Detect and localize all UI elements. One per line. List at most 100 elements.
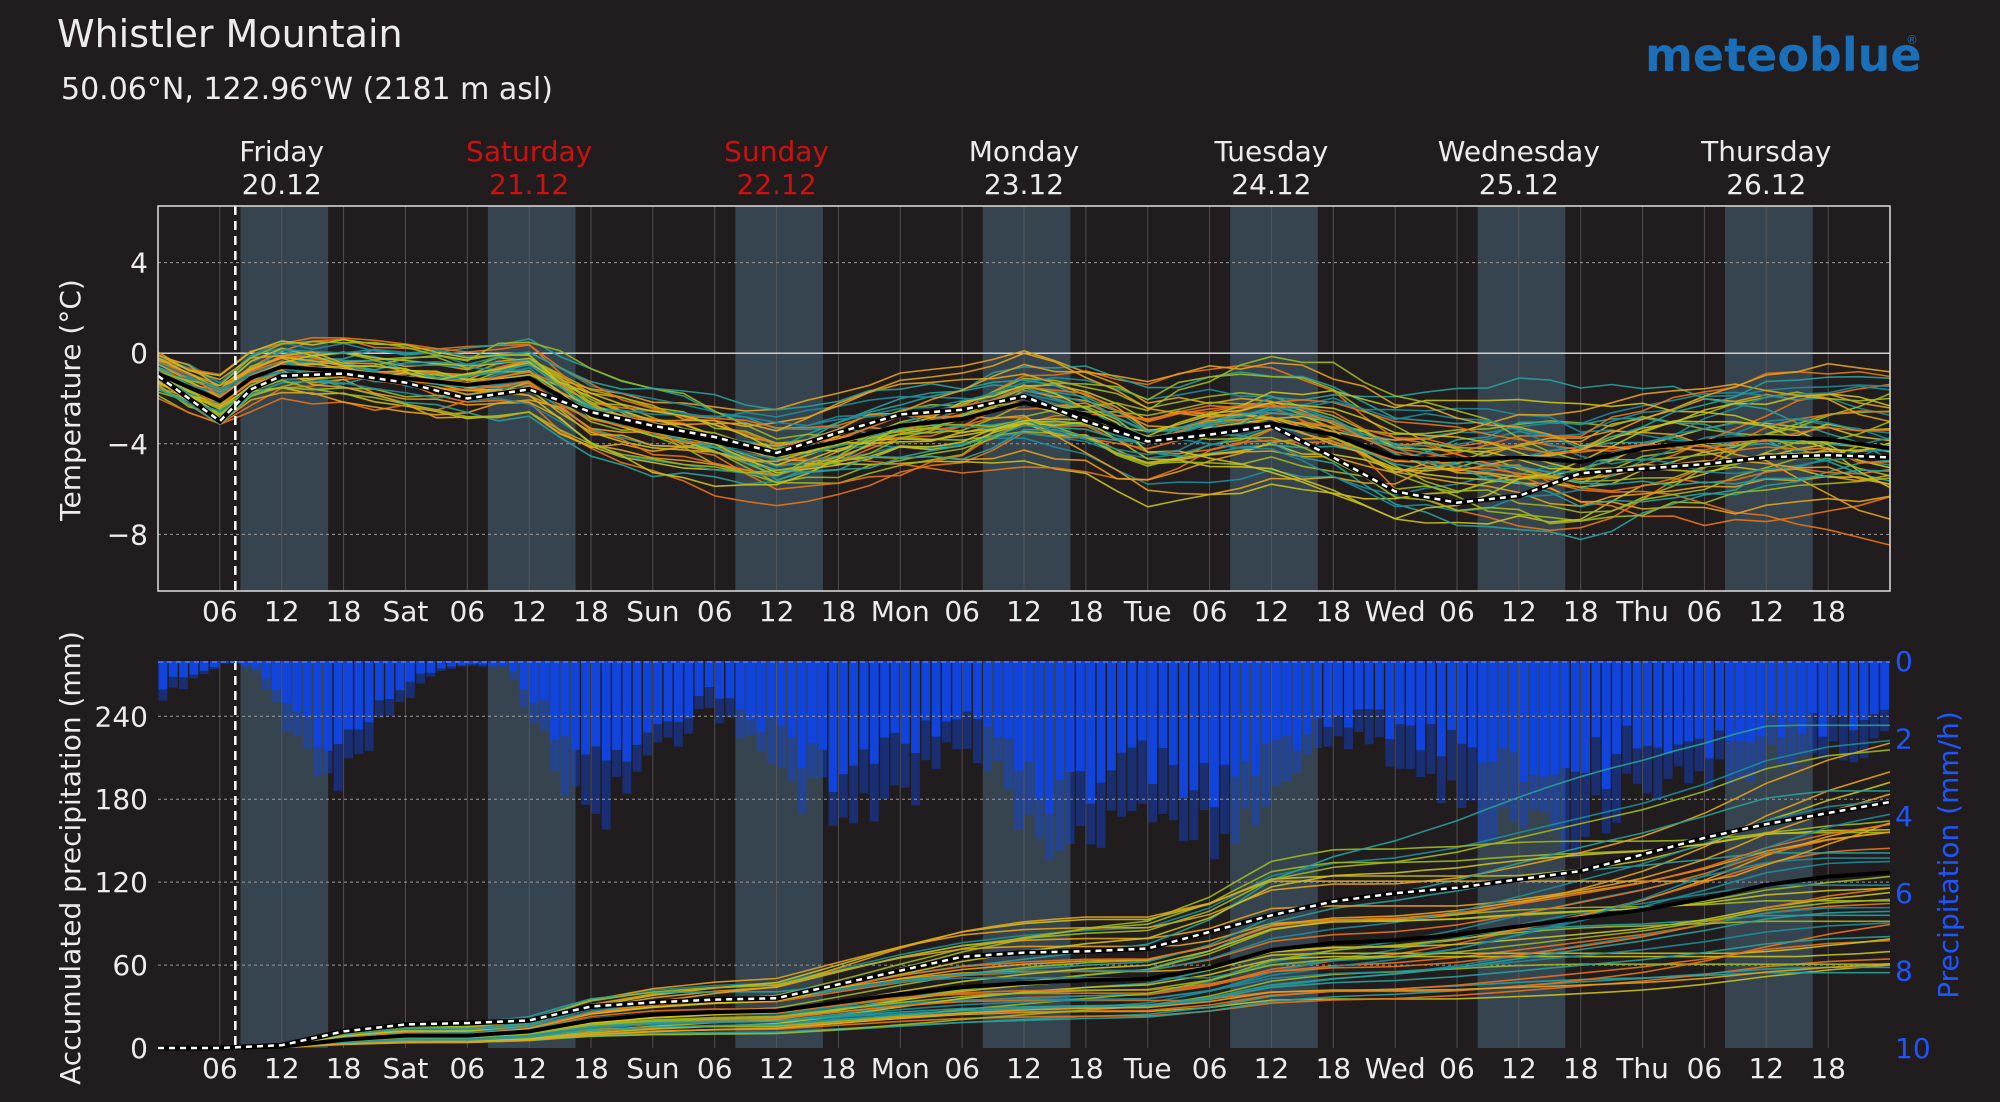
x-tick-label: 18 [1563,1052,1599,1085]
precip-bar [1117,661,1127,753]
precip-bar [1436,661,1446,757]
precip-bar [1777,661,1786,738]
precip-bar [828,661,838,792]
precip-bar [1725,661,1735,742]
precip-bar [302,661,312,718]
precip-bar [911,661,920,754]
precip-bar [1003,661,1013,739]
precip-bar [1663,661,1673,754]
day-name: Wednesday [1438,135,1600,168]
precip-bar [942,661,951,722]
precip-bar [797,661,807,769]
x-tick-label: Wed [1365,1052,1426,1085]
temperature-member-line [157,372,1891,464]
temperature-y-axis-label: Temperature (°C) [54,279,87,522]
precip-bar [1674,661,1683,745]
precip-bar [519,661,529,690]
temperature-tick-label: 0 [130,337,148,370]
precip-bar [488,661,498,666]
x-tick-label: 18 [1563,595,1599,628]
temperature-member-line [157,355,1891,489]
precip-bar [560,661,570,737]
precip-bar [1766,661,1776,714]
x-tick-label: 06 [1687,595,1723,628]
x-tick-label: 12 [511,595,547,628]
x-tick-label: 06 [944,1052,980,1085]
temperature-member-line [157,362,1891,475]
day-date: 24.12 [1231,168,1311,201]
precip-bar [1354,661,1364,710]
x-tick-label: 06 [449,595,485,628]
precip-bar [983,661,993,727]
x-tick-label: 12 [264,595,300,628]
temperature-member-line [157,362,1891,487]
temperature-tick-label: −4 [107,428,148,461]
precip-bar [509,661,518,673]
precip-bar [591,661,601,747]
precip-bar [601,661,611,761]
temperature-plot-frame [157,205,1891,592]
precip-bar [1828,661,1838,715]
precip-bar [210,661,219,668]
precip-bar [1478,661,1487,763]
precip-bar [694,661,704,697]
x-tick-label: 18 [821,595,857,628]
x-tick-label: 18 [1810,595,1846,628]
precipitation-y-ticks: 0 60 120 180 240 [95,700,148,1065]
rate-tick-label: 4 [1895,800,1913,833]
precipitation-tick-label: 0 [130,1032,148,1065]
precip-bar [838,661,848,775]
precip-bar [1199,661,1209,763]
x-tick-label: 12 [759,595,795,628]
precip-bar [1632,661,1642,749]
x-tick-label: Thu [1615,595,1669,628]
x-tick-label: 12 [1254,1052,1290,1085]
temperature-median-line [157,364,1891,464]
precip-bar [1612,661,1621,755]
x-tick-label: Sun [626,595,679,628]
precip-bar [1179,661,1188,798]
precip-bar [1344,661,1353,728]
precip-bar [704,661,714,688]
precip-bar [168,661,178,677]
precip-bar [1034,661,1044,799]
meteoblue-logo[interactable]: meteoblue [1645,28,1922,82]
precip-bar [1148,661,1158,784]
day-name: Saturday [466,135,592,168]
precip-bar [632,661,642,745]
x-tick-label: 18 [1810,1052,1846,1085]
day-name: Sunday [724,135,829,168]
precip-bar [385,661,395,700]
precipitation-tick-label: 60 [112,949,148,982]
page-title: Whistler Mountain [57,12,403,56]
precip-bar [292,661,302,712]
precip-bar [756,661,766,732]
precipitation-rate-ticks: 0 2 4 6 8 10 [1895,645,1931,1065]
daylight-band [735,206,823,591]
precip-bar [1601,661,1611,790]
precip-bar [570,661,580,750]
precip-bar [880,661,889,738]
x-tick-label: 06 [202,1052,238,1085]
precipitation-tick-label: 180 [95,783,148,816]
precip-bar [354,661,364,730]
precip-bar [787,661,797,738]
precip-bar [962,661,972,712]
precip-bar [1416,661,1426,751]
x-tick-label: 12 [264,1052,300,1085]
precipitation-mean-line [158,800,1891,1050]
x-tick-label: 06 [1687,1052,1723,1085]
precipitation-rate-axis-label: Precipitation (mm/h) [1932,711,1965,999]
precip-bar [1715,661,1725,731]
precip-bar [890,661,900,734]
x-tick-label: Sat [382,595,428,628]
precip-bar [1230,661,1240,777]
precip-bar [1859,661,1869,721]
temperature-chart: 4 0 −4 −8 06 12 18 Sat 06 12 18 Sun 06 12 18 Mon 06 12 18… [54,205,1891,628]
precip-bar [189,661,199,675]
registered-mark: ® [1906,33,1918,47]
x-tick-label: 06 [1439,595,1475,628]
precip-bar [746,661,755,720]
